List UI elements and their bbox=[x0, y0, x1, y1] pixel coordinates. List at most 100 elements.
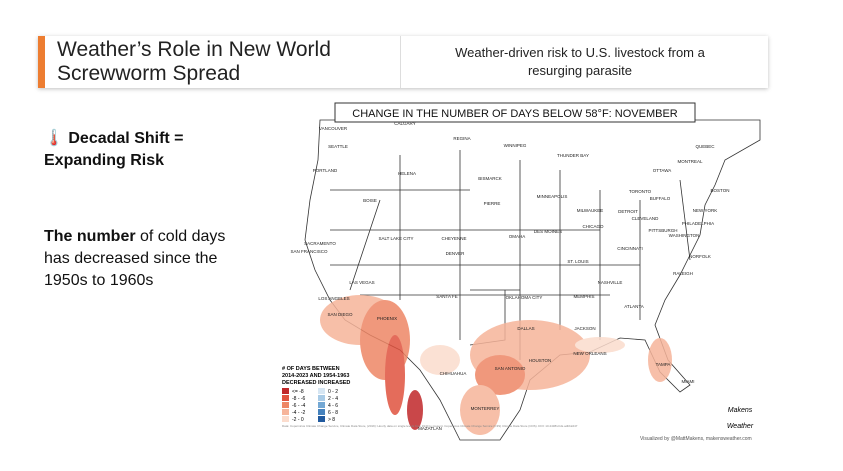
body: The number of cold days has decreased sin… bbox=[44, 226, 225, 292]
legend-label: <= -8 bbox=[292, 389, 304, 395]
legend-label: -4 - -2 bbox=[292, 410, 306, 416]
subtitle-line: Weather-driven risk to U.S. livestock fr… bbox=[455, 45, 705, 60]
city-label: MONTERREY bbox=[471, 406, 500, 411]
body-text: 1950s to 1960s bbox=[44, 272, 154, 289]
city-label: HELENA bbox=[398, 171, 416, 176]
city-label: CINCINNATI bbox=[617, 246, 642, 251]
city-label: DES MOINES bbox=[534, 229, 562, 234]
city-label: LAS VEGAS bbox=[349, 280, 374, 285]
city-label: MIAMI bbox=[682, 379, 695, 384]
legend-swatch bbox=[318, 388, 325, 394]
city-label: THUNDER BAY bbox=[557, 153, 589, 158]
change-areas bbox=[320, 295, 672, 435]
city-label: ST. LOUIS bbox=[567, 259, 588, 264]
city-label: WASHINGTON bbox=[669, 233, 700, 238]
map: CHANGE IN THE NUMBER OF DAYS BELOW 58°F:… bbox=[282, 102, 761, 442]
city-label: VANCOUVER bbox=[319, 126, 348, 131]
city-label: ATLANTA bbox=[624, 304, 644, 309]
city-label: HOUSTON bbox=[529, 358, 551, 363]
legend-label: 2 - 4 bbox=[328, 396, 338, 402]
legend-swatch bbox=[318, 416, 325, 422]
title: Weather’s Role in New World Screwworm Spr… bbox=[57, 38, 331, 86]
city-label: BOISE bbox=[363, 198, 377, 203]
heading: 🌡️ Decadal Shift = Expanding Risk bbox=[44, 128, 184, 172]
city-label: SAN ANTONIO bbox=[495, 366, 526, 371]
heading-line: Expanding Risk bbox=[44, 152, 165, 169]
heading-line: Decadal Shift = bbox=[68, 130, 184, 147]
header-box bbox=[38, 36, 768, 88]
city-label: CHIHUAHUA bbox=[440, 371, 467, 376]
legend-label: 4 - 6 bbox=[328, 403, 338, 409]
city-label: PITTSBURGH bbox=[648, 228, 677, 233]
city-label: JACKSON bbox=[574, 326, 595, 331]
legend-heading: DECREASED bbox=[282, 380, 317, 386]
map-title-box bbox=[334, 102, 696, 123]
city-label: NASHVILLE bbox=[598, 280, 623, 285]
subtitle-line: resurging parasite bbox=[527, 63, 633, 78]
city-label: REGINA bbox=[453, 136, 470, 141]
legend-label: 6 - 8 bbox=[328, 410, 338, 416]
legend-label: -6 - -4 bbox=[292, 403, 306, 409]
city-label: CHEYENNE bbox=[441, 236, 466, 241]
city-label: DETROIT bbox=[618, 209, 638, 214]
accent-bar bbox=[38, 36, 45, 88]
city-label: QUEBEC bbox=[695, 144, 715, 149]
city-label: OTTAWA bbox=[653, 168, 672, 173]
legend-swatch bbox=[282, 388, 289, 394]
city-label: PHILADELPHIA bbox=[682, 221, 714, 226]
source: Data: Copernicus Climate Change Service,… bbox=[282, 424, 578, 428]
city-label: DALLAS bbox=[517, 326, 534, 331]
body-text: has decreased since the bbox=[44, 250, 218, 267]
city-label: MEMPHIS bbox=[573, 294, 594, 299]
city-label: SACRAMENTO bbox=[304, 241, 336, 246]
city-label: SAN FRANCISCO bbox=[290, 249, 328, 254]
city-label: CALGARY bbox=[394, 121, 415, 126]
city-label: BUFFALO bbox=[650, 196, 671, 201]
city-label: PHOENIX bbox=[377, 316, 397, 321]
city-label: CLEVELAND bbox=[632, 216, 660, 221]
city-label: TAMPA bbox=[656, 362, 671, 367]
city-label: OMAHA bbox=[509, 234, 526, 239]
city-label: OKLAHOMA CITY bbox=[506, 295, 543, 300]
subtitle: Weather-driven risk to U.S. livestock fr… bbox=[410, 44, 750, 80]
credit: Visualized by @MattMakens, makensweather… bbox=[640, 436, 752, 442]
map-title: CHANGE IN THE NUMBER OF DAYS BELOW 58°F:… bbox=[352, 108, 678, 120]
city-label: RALEIGH bbox=[673, 271, 693, 276]
city-label: BISMARCK bbox=[478, 176, 502, 181]
city-label: NEW YORK bbox=[693, 208, 717, 213]
legend-swatch bbox=[282, 416, 289, 422]
title-line: Weather’s Role in New World bbox=[57, 38, 331, 61]
legend-swatch bbox=[282, 409, 289, 415]
legend-label: 0 - 2 bbox=[328, 389, 338, 395]
legend-title: # OF DAYS BETWEEN bbox=[282, 366, 340, 372]
city-label: MONTREAL bbox=[677, 159, 703, 164]
legend-swatch bbox=[282, 402, 289, 408]
city-label: TORONTO bbox=[629, 189, 652, 194]
city-label: WINNIPEG bbox=[504, 143, 527, 148]
city-label: LOS ANGELES bbox=[318, 296, 349, 301]
city-label: SAN DIEGO bbox=[327, 312, 353, 317]
legend-label: -8 - -6 bbox=[292, 396, 306, 402]
legend-label: -2 - 0 bbox=[292, 417, 304, 423]
legend-swatch bbox=[318, 409, 325, 415]
city-label: SALT LAKE CITY bbox=[378, 236, 413, 241]
legend-swatch bbox=[318, 395, 325, 401]
city-label: DENVER bbox=[446, 251, 466, 256]
logo: Weather bbox=[727, 423, 754, 430]
body-text: of cold days bbox=[135, 228, 226, 245]
city-label: SEATTLE bbox=[328, 144, 348, 149]
city-label: PIERRE bbox=[484, 201, 501, 206]
city-label: BOSTON bbox=[711, 188, 730, 193]
city-label: MILWAUKEE bbox=[577, 208, 604, 213]
city-label: MAZATLAN bbox=[418, 426, 442, 431]
logo: Makens bbox=[728, 407, 753, 414]
title-line: Screwworm Spread bbox=[57, 62, 241, 85]
city-label: NORFOLK bbox=[689, 254, 711, 259]
body-bold: The number bbox=[44, 228, 136, 245]
city-label: SANTA FE bbox=[436, 294, 457, 299]
city-label: NEW ORLEANS bbox=[573, 351, 606, 356]
divider bbox=[400, 36, 401, 88]
city-label: PORTLAND bbox=[313, 168, 338, 173]
legend-swatch bbox=[282, 395, 289, 401]
